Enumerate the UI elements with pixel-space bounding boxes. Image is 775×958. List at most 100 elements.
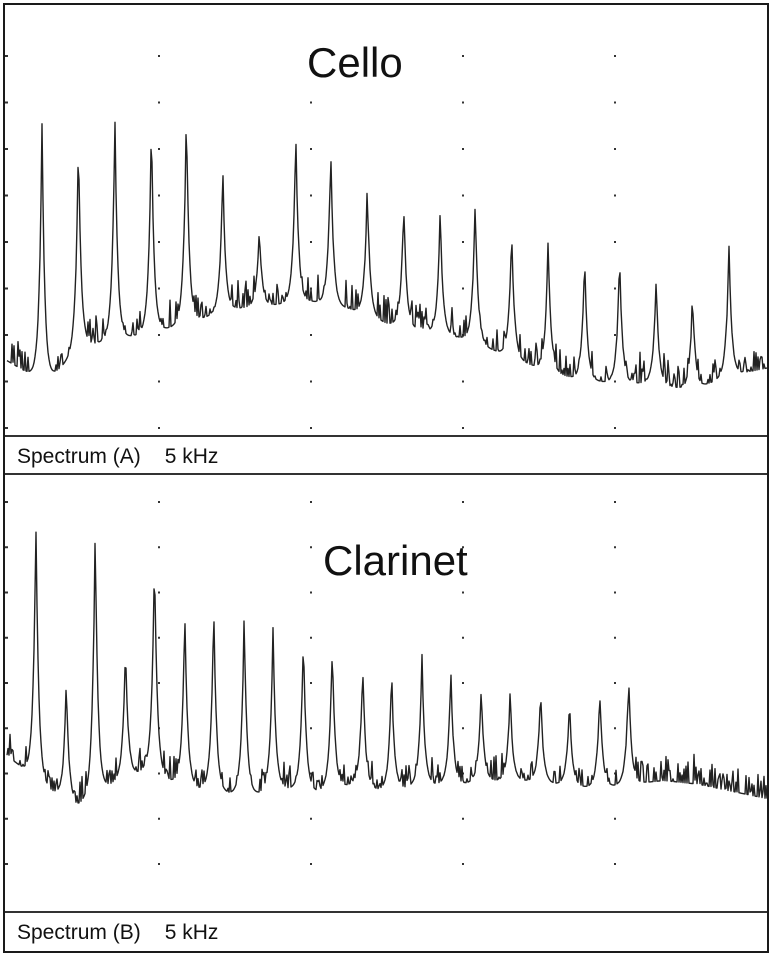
grid-dot: [310, 772, 312, 775]
grid-dot: [310, 287, 312, 290]
grid-dot: [462, 727, 464, 730]
dotted-grid: [5, 55, 616, 429]
grid-dot: [310, 817, 312, 820]
grid-dot: [462, 241, 464, 243]
harmonic-peak: [152, 554, 156, 558]
harmonic-peak: [390, 666, 394, 670]
spectrum-figure: Cello Spectrum (A) 5 kHz Clarinet Spectru…: [3, 3, 769, 953]
cello-spectrum-panel: Cello Spectrum (A) 5 kHz: [5, 5, 767, 475]
grid-dot: [614, 501, 616, 503]
harmonic-peak: [301, 634, 305, 638]
grid-dot: [158, 334, 160, 336]
grid-dot: [158, 241, 160, 243]
spectrum-line: [6, 121, 767, 388]
grid-dot: [462, 287, 464, 290]
harmonic-peak: [727, 243, 731, 247]
grid-dot: [614, 194, 616, 197]
grid-dot: [158, 194, 160, 197]
grid-dot: [158, 772, 160, 775]
clarinet-spectrum-panel: Clarinet Spectrum (B) 5 kHz: [5, 475, 767, 951]
grid-dot: [310, 591, 312, 594]
clarinet-title: Clarinet: [323, 537, 468, 584]
grid-dot: [310, 55, 312, 57]
grid-dot: [614, 148, 616, 150]
y-tick: [5, 546, 8, 549]
grid-dot: [462, 194, 464, 197]
y-tick: [5, 682, 8, 684]
grid-dot: [462, 101, 464, 104]
grid-dot: [158, 501, 160, 503]
grid-dot: [462, 817, 464, 820]
grid-dot: [158, 380, 160, 383]
grid-dot: [462, 501, 464, 503]
grid-dot: [310, 636, 312, 639]
cello-title: Cello: [307, 39, 403, 86]
harmonic-peak: [221, 169, 225, 173]
grid-dot: [310, 380, 312, 383]
grid-dot: [158, 817, 160, 820]
harmonic-peak: [361, 663, 365, 667]
harmonic-peak: [124, 645, 128, 649]
y-tick: [5, 334, 8, 336]
harmonic-peak: [546, 236, 550, 240]
grid-dot: [158, 101, 160, 104]
grid-dot: [614, 863, 616, 865]
spectrum-line: [6, 531, 767, 804]
dotted-grid: [5, 501, 616, 865]
harmonic-peak: [691, 292, 695, 296]
grid-dot: [158, 636, 160, 639]
y-tick: [5, 148, 8, 150]
grid-dot: [310, 101, 312, 104]
grid-dot: [614, 55, 616, 57]
grid-dot: [462, 148, 464, 150]
harmonic-peak: [583, 254, 587, 258]
grid-dot: [310, 334, 312, 336]
harmonic-peak: [212, 601, 216, 605]
harmonic-peak: [618, 254, 622, 258]
y-tick: [5, 380, 8, 383]
harmonic-peak: [510, 225, 514, 229]
clarinet-spectrum-plot: [5, 501, 767, 865]
y-tick: [5, 287, 8, 290]
grid-dot: [462, 55, 464, 57]
y-tick: [5, 817, 8, 820]
grid-dot: [462, 591, 464, 594]
harmonic-peak: [627, 674, 631, 678]
harmonic-peak: [113, 113, 117, 117]
harmonic-peak: [365, 184, 369, 188]
harmonic-peak: [40, 121, 44, 125]
grid-dot: [158, 427, 160, 429]
cello-spectrum-plot: [5, 55, 767, 429]
grid-dot: [310, 501, 312, 503]
harmonic-peak: [438, 210, 442, 214]
harmonic-peak: [539, 688, 543, 692]
harmonic-peak: [257, 228, 261, 232]
grid-dot: [462, 427, 464, 429]
grid-dot: [310, 427, 312, 429]
grid-dot: [614, 817, 616, 820]
harmonic-peak: [402, 199, 406, 203]
y-tick: [5, 772, 8, 775]
harmonic-peak: [242, 616, 246, 620]
grid-dot: [158, 546, 160, 549]
harmonic-peak: [184, 109, 188, 113]
grid-dot: [310, 148, 312, 150]
grid-dot: [614, 636, 616, 639]
grid-dot: [462, 636, 464, 639]
grid-dot: [310, 727, 312, 730]
grid-dot: [462, 546, 464, 549]
grid-dot: [614, 682, 616, 684]
spectrum-b-range: 5 kHz: [164, 921, 219, 944]
grid-dot: [158, 287, 160, 290]
harmonic-peak: [479, 684, 483, 688]
harmonic-peak: [330, 641, 334, 645]
y-tick: [5, 55, 8, 57]
harmonic-peak: [473, 195, 477, 199]
grid-dot: [614, 546, 616, 549]
grid-dot: [614, 287, 616, 290]
grid-dot: [614, 591, 616, 594]
y-tick: [5, 863, 8, 865]
grid-dot: [614, 380, 616, 383]
harmonic-peak: [449, 670, 453, 674]
y-tick: [5, 101, 8, 104]
